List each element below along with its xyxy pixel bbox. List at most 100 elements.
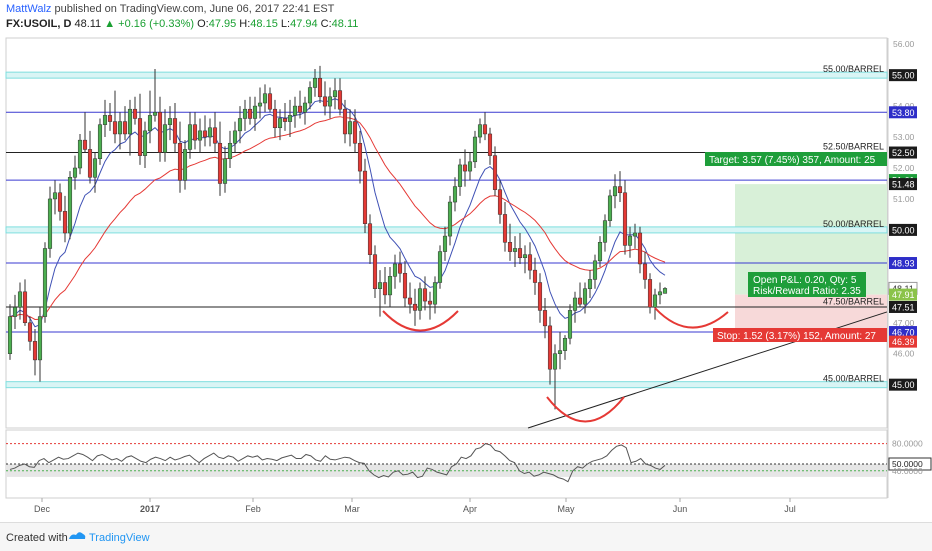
candle-body [327, 96, 333, 107]
candle-body [307, 87, 313, 104]
support-zone-0 [5, 71, 888, 79]
candle-body [102, 115, 108, 125]
candle-body [257, 102, 263, 107]
candle-body [317, 77, 323, 98]
axis-badge [889, 335, 917, 348]
candle-body [287, 115, 293, 122]
date-tick-label: May [557, 504, 575, 514]
candle-body [562, 337, 568, 351]
date-tick-label: Feb [245, 504, 261, 514]
candle-body [97, 124, 103, 159]
candle-body [37, 316, 43, 361]
author-link[interactable]: MattWalz [6, 3, 52, 15]
stop-label-box [713, 328, 887, 342]
ema-slow-line [9, 116, 666, 320]
candle-body [87, 149, 93, 178]
candle-body [162, 124, 168, 153]
created-with-text: Created with [6, 532, 68, 544]
target-label: Target: 3.57 (7.45%) 357, Amount: 25 [709, 155, 876, 166]
candle-body [147, 115, 153, 132]
candle-body [517, 248, 523, 259]
axis-badge-label: 51.48 [892, 180, 915, 190]
candle-body [652, 294, 658, 308]
candle-body [432, 282, 438, 305]
symbol-line: FX:USOIL, D 48.11 ▲ +0.16 (+0.33%) O:47.… [6, 18, 358, 30]
candle-body [312, 77, 318, 88]
pnl-label: Open P&L: 0.20, Qty: 5 [753, 275, 857, 286]
candle-body [527, 254, 533, 271]
axis-badge [889, 69, 917, 82]
candle-body [202, 130, 208, 138]
tradingview-logo-icon [69, 532, 86, 539]
axis-badge-label: 48.93 [892, 259, 915, 269]
candle-body [392, 263, 398, 277]
candle-body [62, 211, 68, 234]
candle-body [502, 214, 508, 243]
publish-info: published on TradingView.com, June 06, 2… [51, 3, 335, 15]
candle-body [282, 118, 288, 122]
candle-body [382, 282, 388, 296]
axis-badge [889, 300, 917, 313]
candle-body [542, 310, 548, 327]
candle-body [592, 260, 598, 280]
axis-badge [889, 378, 917, 391]
level-label: 50.00/BARREL [823, 219, 884, 229]
candle-body [187, 124, 193, 150]
candle-body [92, 158, 98, 178]
candle-body [612, 186, 618, 197]
candle-body [472, 136, 478, 163]
candle-body [122, 121, 128, 135]
chart-header: MattWalz published on TradingView.com, J… [0, 0, 932, 36]
candle-body [482, 124, 488, 135]
candle-body [602, 220, 608, 243]
candle-body [192, 124, 198, 141]
low-label: L: [280, 18, 291, 30]
date-tick-label: 2017 [140, 504, 160, 514]
candle-body [167, 118, 173, 125]
tradingview-brand[interactable]: TradingView [89, 532, 150, 544]
axis-badge [889, 288, 917, 301]
axis-badge-label: 52.50 [892, 148, 915, 158]
candle-body [22, 291, 28, 324]
candle-body [237, 118, 243, 132]
candle-body [662, 288, 668, 294]
candle-body [547, 325, 553, 370]
date-tick-label: Apr [463, 504, 477, 514]
pattern-arc-left [382, 310, 459, 332]
axis-badge [889, 178, 917, 191]
candle-body [67, 177, 73, 234]
axis-badge [889, 106, 917, 119]
candle-body [497, 189, 503, 215]
candle-body [142, 130, 148, 156]
candle-body [7, 316, 13, 354]
candle-body [52, 192, 58, 200]
symbol-label[interactable]: FX:USOIL, D [6, 18, 72, 30]
candle-body [212, 127, 218, 144]
price-tick-label: 46.00 [893, 349, 915, 359]
axis-badge-label: 50.00 [892, 225, 915, 235]
axis-badge-label: 47.91 [892, 290, 915, 300]
candle-body [357, 142, 363, 172]
candle-body [182, 149, 188, 181]
candle-body [622, 192, 628, 246]
candle-body [272, 108, 278, 129]
candle-body [207, 127, 213, 138]
axis-badge-label: 55.00 [892, 71, 915, 81]
candle-body [597, 242, 603, 262]
price-tick-label: 56.00 [893, 39, 915, 49]
candle-body [647, 279, 653, 308]
high-label: H: [239, 18, 251, 30]
candle-body [567, 310, 573, 339]
candle-body [302, 102, 308, 113]
candle-body [557, 350, 563, 354]
axis-badge-label: 45.00 [892, 380, 915, 390]
candle-body [627, 235, 633, 246]
close-value: 48.11 [331, 18, 359, 30]
candle-body [322, 96, 328, 107]
candle-body [607, 195, 613, 221]
candle-body [442, 235, 448, 252]
axis-badge-label: 46.39 [892, 337, 915, 347]
price-chart[interactable]: 55.00/BARREL 52.50/BARREL 50.00/BARREL 47.5… [0, 0, 932, 522]
candle-body [297, 105, 303, 113]
candle-body [397, 263, 403, 274]
